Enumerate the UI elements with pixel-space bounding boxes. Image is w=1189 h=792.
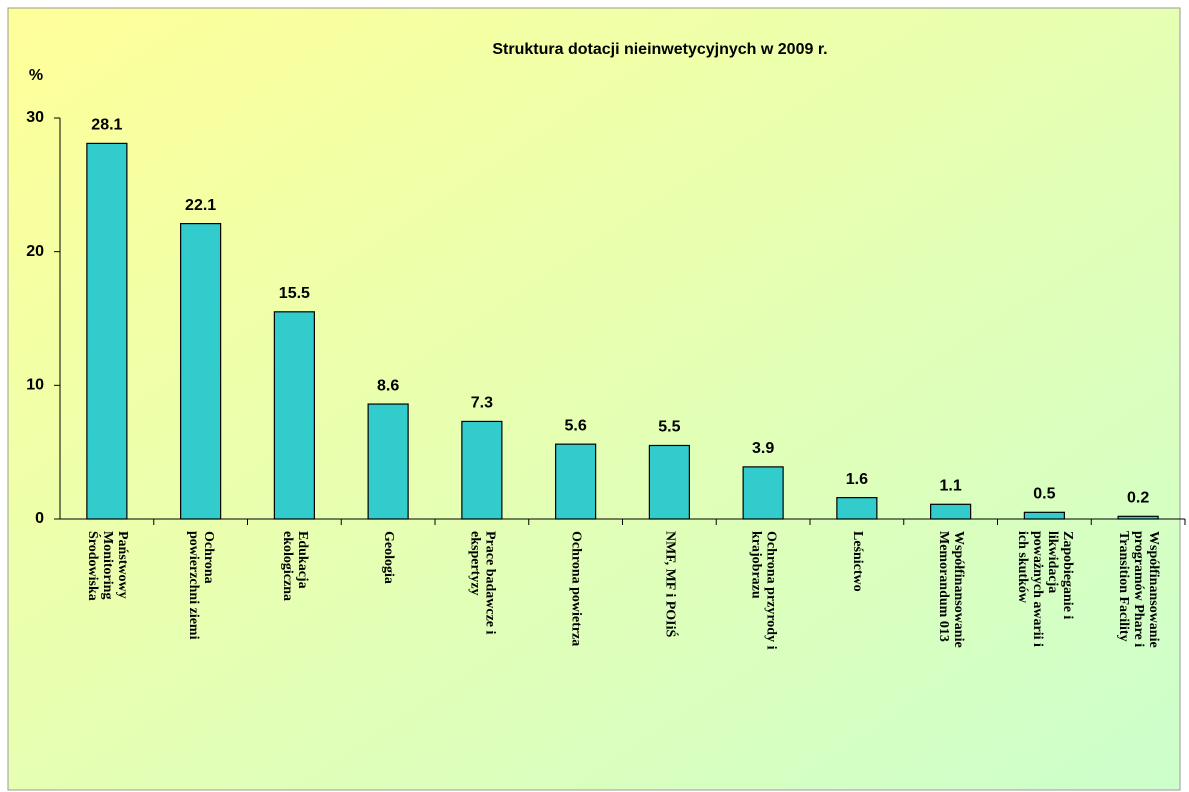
value-label: 5.6 [565, 417, 587, 434]
value-label: 3.9 [752, 440, 774, 457]
x-tick-label: WspółfinansowanieMemorandum 013 [936, 531, 966, 648]
chart-title: Struktura dotacji nieinwetycyjnych w 200… [492, 41, 827, 58]
x-tick-label: Leśnictwo [850, 531, 865, 592]
value-label: 5.5 [658, 419, 680, 436]
value-label: 22.1 [185, 197, 216, 214]
bar [555, 443, 597, 520]
x-tick-label: Ochronapowierzchni ziemi [186, 531, 216, 640]
bar [86, 142, 128, 520]
x-tick-label: Prace badawcze iekspertyzy [467, 531, 497, 635]
x-tick-label: Geologia [381, 531, 396, 584]
value-label: 28.1 [91, 117, 122, 134]
x-tick-label: Ochrona przyrody ikrajobrazu [748, 531, 778, 650]
bar [461, 420, 503, 520]
bar [742, 466, 784, 520]
x-tick-label: Ochrona powietrza [568, 531, 583, 646]
value-label: 1.1 [940, 478, 962, 495]
value-label: 8.6 [377, 377, 399, 394]
bar [180, 222, 222, 520]
x-tick-label: Zapobieganie ilikwidacjapoważnych awarii… [1015, 531, 1075, 647]
value-label: 7.3 [471, 395, 493, 412]
bar [1023, 511, 1065, 520]
bar [367, 403, 409, 520]
bar [930, 503, 972, 520]
x-tick-label: Edukacjaekologiczna [280, 531, 310, 601]
bar [648, 444, 690, 520]
x-tick-label: NMF, MF i POIiŚ [662, 531, 679, 638]
y-tick-label: 0 [35, 510, 44, 527]
value-label: 0.2 [1127, 490, 1149, 507]
value-label: 15.5 [279, 285, 310, 302]
x-tick-label: Współfinansowanieprogramów Phare iTransi… [1116, 531, 1161, 648]
y-tick-label: 30 [26, 109, 44, 126]
y-axis-label: % [29, 67, 43, 84]
x-tick-label: PaństwowyMonitoringŚrodowiska [85, 531, 130, 601]
bar [273, 311, 315, 520]
y-tick-label: 20 [26, 243, 44, 260]
y-tick-label: 10 [26, 377, 44, 394]
bar [836, 497, 878, 520]
value-label: 0.5 [1033, 486, 1055, 503]
value-label: 1.6 [846, 471, 868, 488]
bar [1117, 515, 1159, 520]
